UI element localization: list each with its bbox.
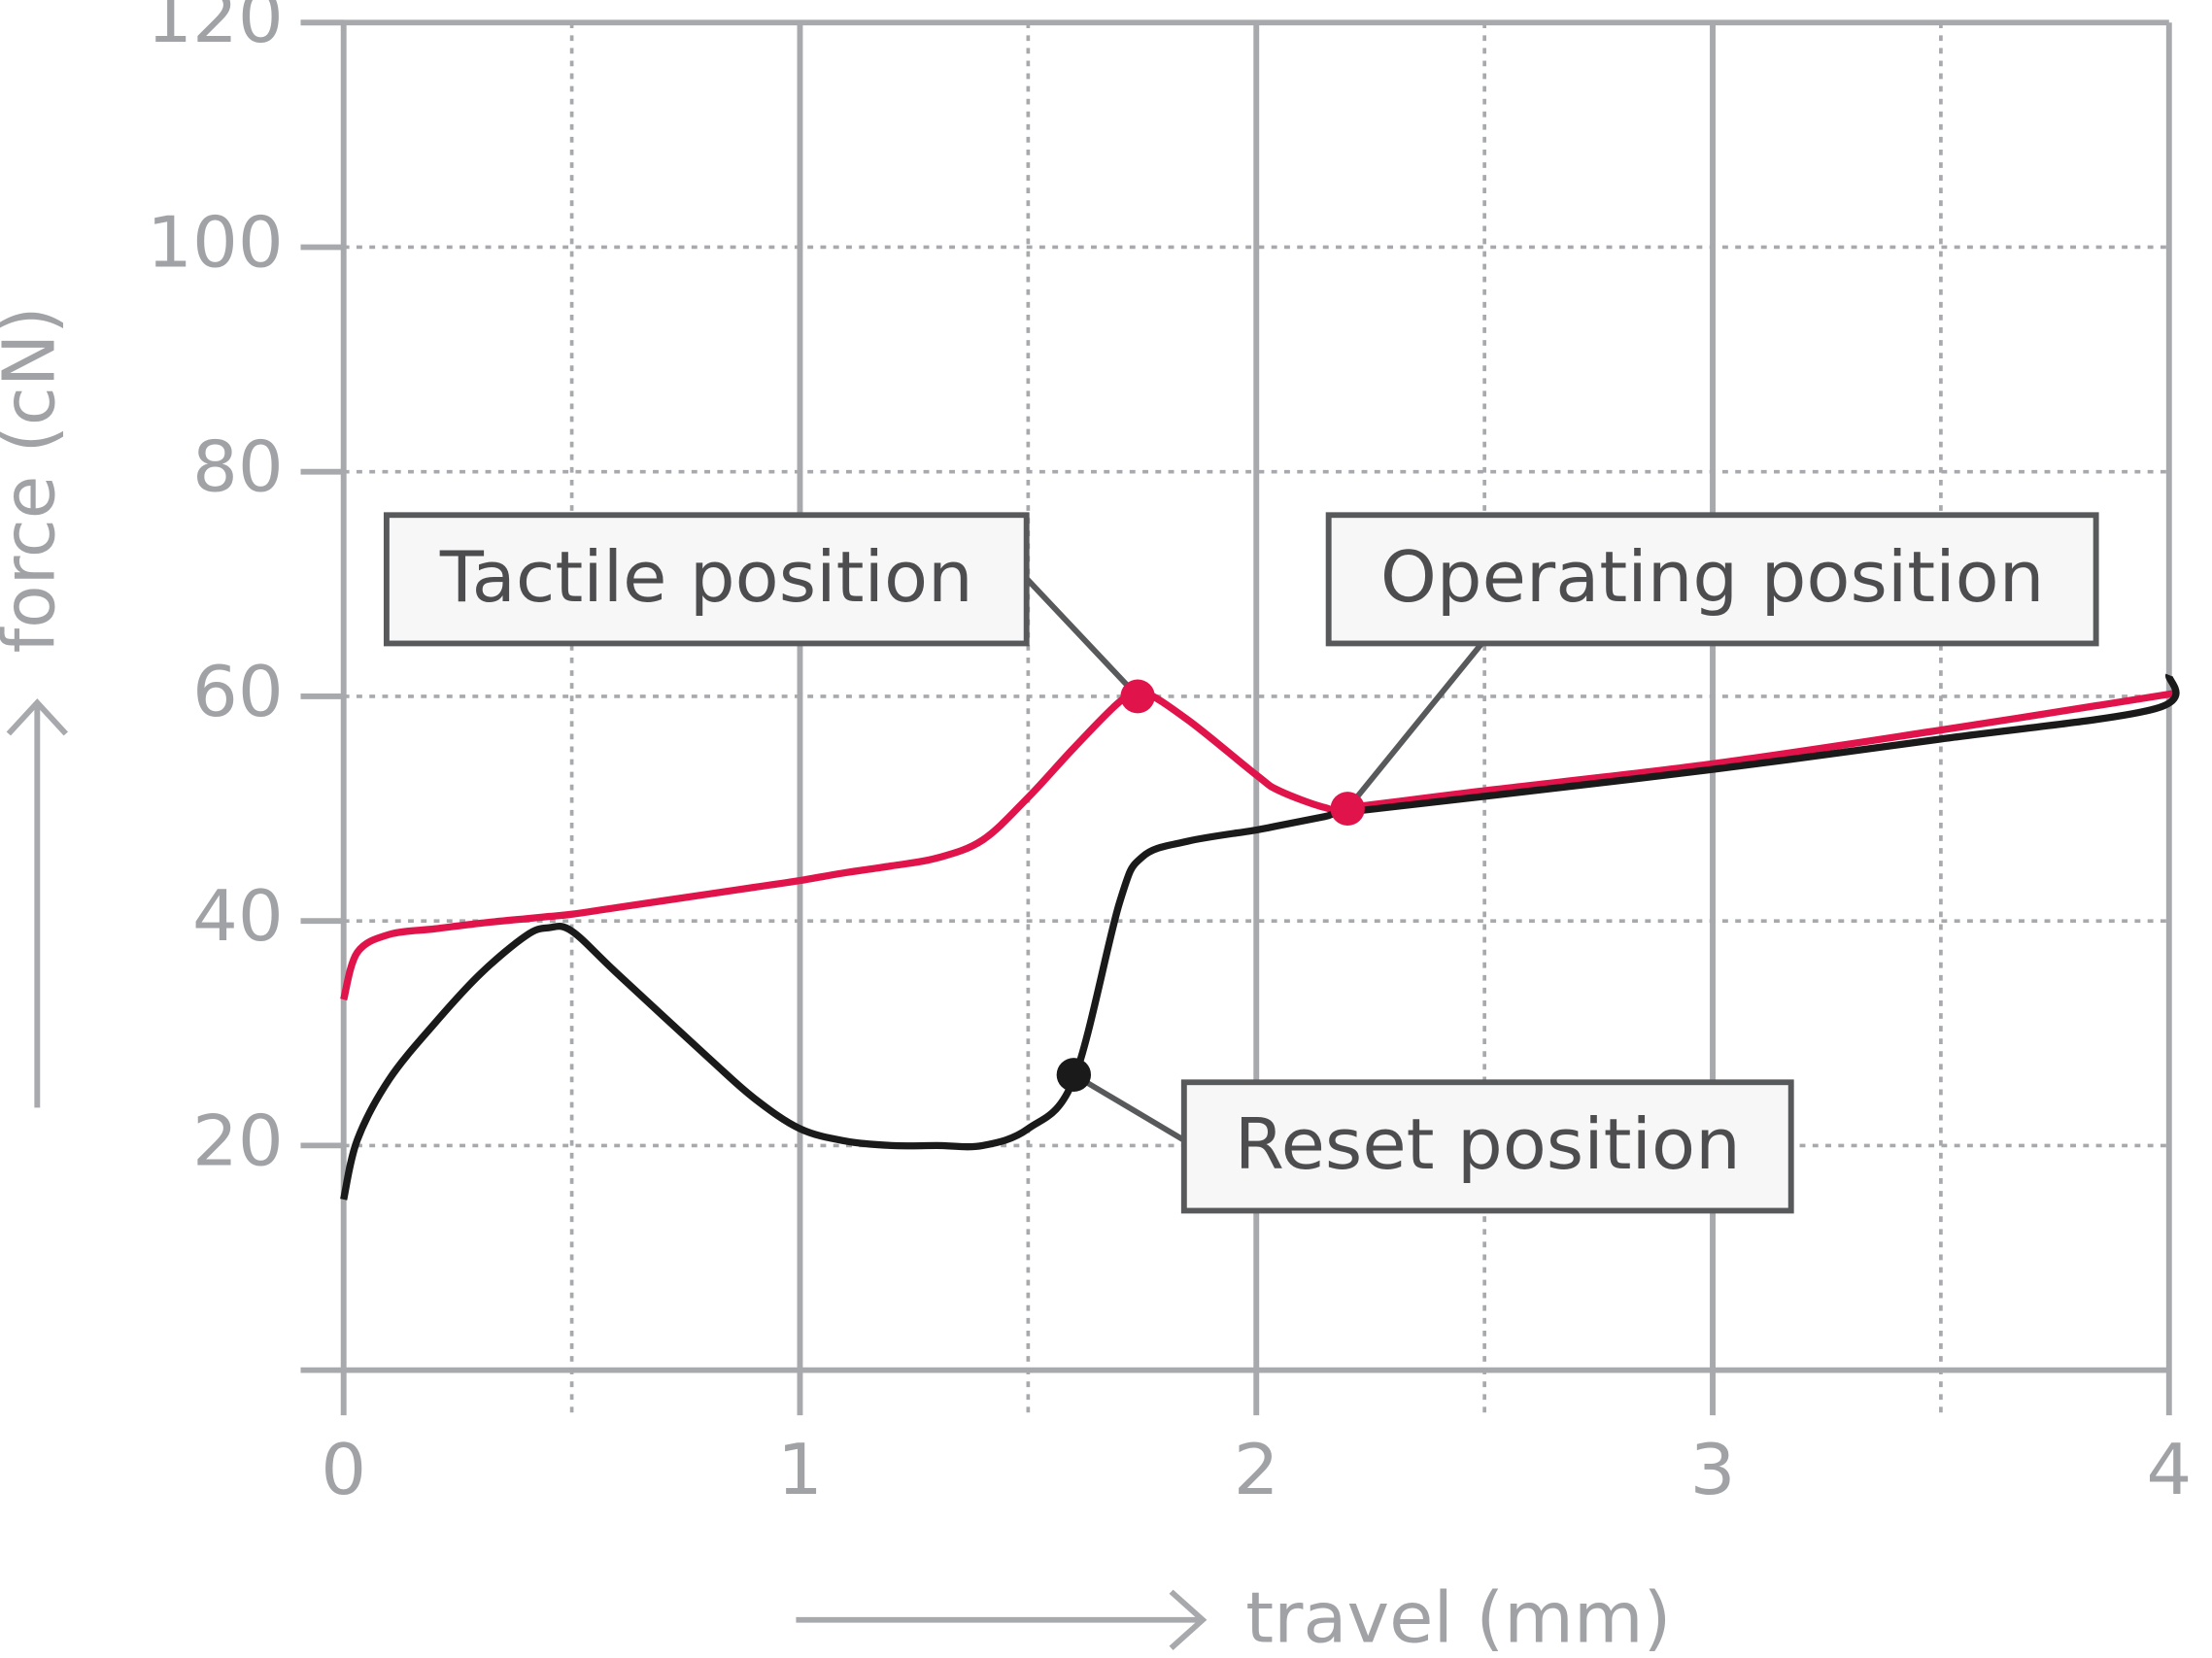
x-tick-label: 0	[321, 1429, 366, 1510]
annotation-box	[1180, 1079, 1794, 1214]
y-tick-label: 80	[192, 426, 284, 508]
y-axis-title: force (cN)	[0, 306, 72, 653]
annotation-point	[1120, 679, 1155, 714]
annotation-box	[1325, 512, 2099, 647]
y-tick-label: 60	[192, 651, 284, 732]
y-tick-label: 20	[192, 1100, 284, 1182]
y-tick-label: 40	[192, 876, 284, 958]
annotation-text: Reset position	[1235, 1104, 1741, 1186]
x-tick-label: 3	[1690, 1429, 1736, 1510]
x-tick-label: 4	[2146, 1429, 2192, 1510]
x-tick-label: 1	[777, 1429, 823, 1510]
y-axis-title-group: force (cN)	[0, 306, 72, 1108]
annotation-text: Tactile position	[439, 537, 973, 619]
x-axis-title-group: travel (mm)	[796, 1577, 1671, 1658]
x-tick-label: 2	[1234, 1429, 1279, 1510]
leader-line	[1024, 576, 1140, 698]
annotation-text: Operating position	[1380, 537, 2045, 619]
leader-line	[1072, 1072, 1186, 1143]
annotation-point	[1330, 792, 1365, 826]
line-series	[340, 687, 2180, 1001]
x-axis-title: travel (mm)	[1245, 1577, 1671, 1658]
line-series	[340, 673, 2180, 1201]
leader-line	[1344, 641, 1484, 811]
arrow-head	[1169, 1589, 1208, 1650]
annotation-point	[1056, 1058, 1092, 1092]
y-tick-label: 120	[147, 0, 284, 59]
arrow-head	[6, 698, 68, 736]
annotation-box	[383, 512, 1030, 647]
y-tick-label: 100	[147, 202, 284, 284]
